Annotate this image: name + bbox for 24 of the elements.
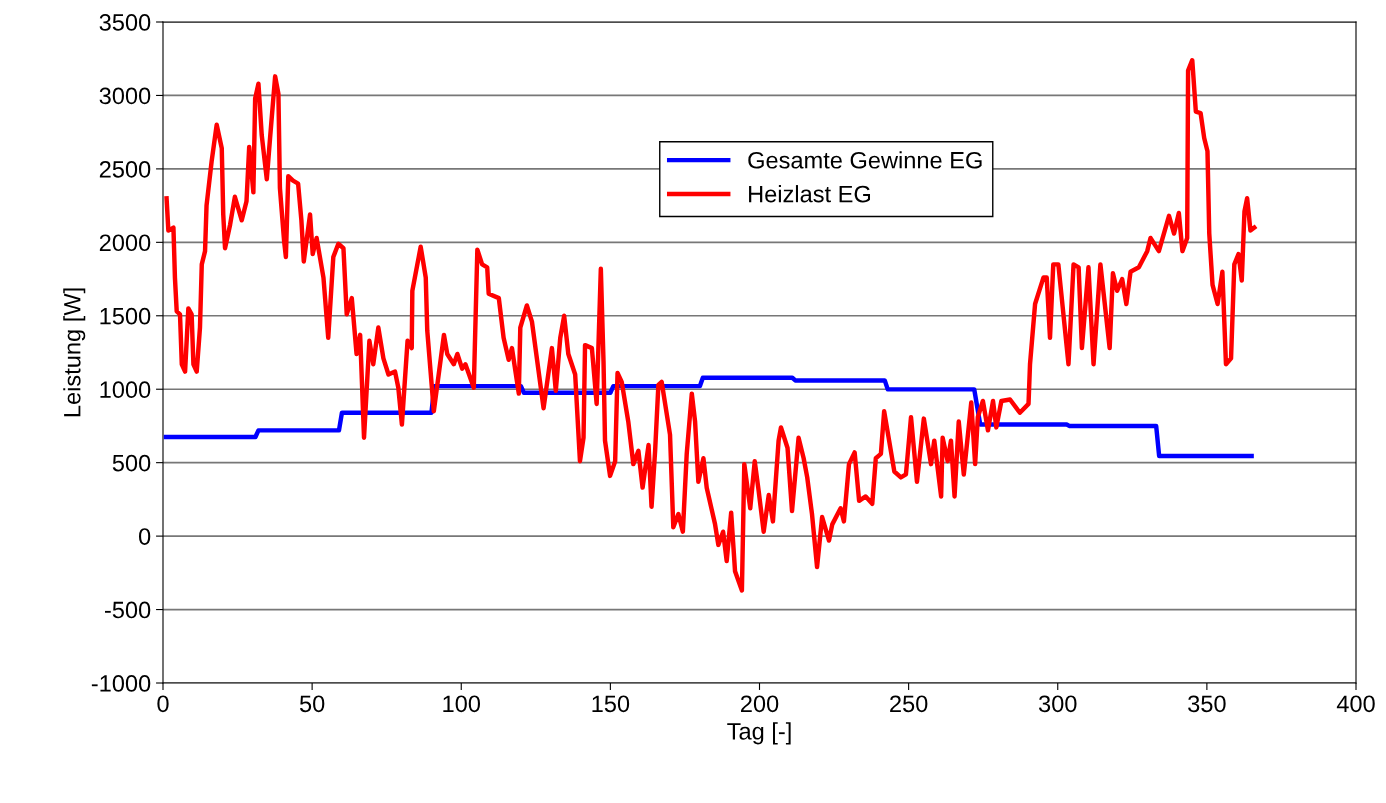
x-axis-title: Tag [-] (727, 722, 791, 745)
x-tick-label: 250 (890, 695, 928, 713)
x-tick-label: 150 (592, 695, 630, 713)
y-axis-title: Leistung [W] (63, 288, 86, 417)
y-tick-label: 2500 (99, 160, 151, 178)
x-tick-label: 400 (1336, 695, 1375, 713)
x-tick-label: 100 (443, 695, 481, 713)
y-tick-label: -1000 (91, 675, 151, 692)
y-tick-label: 0 (138, 528, 151, 545)
y-tick-label: 3000 (99, 87, 151, 105)
legend-label: Heizlast EG (749, 185, 871, 203)
line-series (164, 57, 1257, 593)
x-tick-label: 50 (299, 695, 325, 713)
y-tick-label: 1000 (100, 381, 151, 399)
legend-label: Gesamte Gewinne EG (748, 151, 982, 169)
x-tick-label: 350 (1188, 695, 1226, 713)
y-tick-label: 1500 (100, 307, 151, 325)
y-tick-label: 500 (112, 454, 151, 472)
y-tick-label: 3500 (99, 14, 151, 31)
x-tick-label: 300 (1038, 695, 1077, 713)
x-tick-label: 200 (740, 695, 779, 713)
x-tick-label: 0 (157, 695, 169, 713)
y-tick-label: 2000 (99, 234, 151, 252)
y-tick-label: -500 (104, 601, 151, 619)
